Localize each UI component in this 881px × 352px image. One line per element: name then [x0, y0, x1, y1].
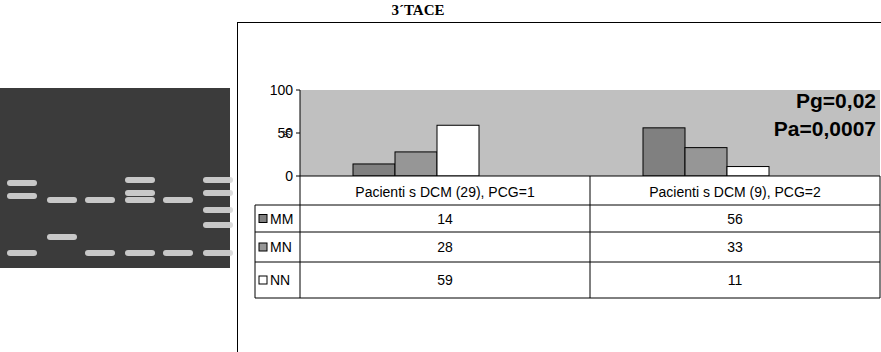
table-line	[255, 205, 256, 298]
y-tick	[296, 90, 300, 91]
gel-band	[203, 190, 233, 196]
gel-band	[125, 197, 155, 203]
category-label: Pacienti s DCM (29), PCG=1	[355, 184, 535, 200]
gel-band	[7, 193, 37, 199]
gel-band	[7, 180, 37, 186]
gel-band	[203, 177, 233, 183]
canvas: 3´TACE 0 50 100% Pg=0,02 Pa=0,0007 Pacienti s …	[0, 0, 881, 352]
y-tick	[296, 133, 300, 134]
legend-key	[259, 215, 267, 223]
legend-key	[259, 243, 267, 251]
gel-band	[203, 222, 233, 228]
bar	[395, 152, 437, 176]
gel-band	[125, 250, 155, 256]
table-line	[300, 176, 301, 298]
gel-band	[85, 250, 115, 256]
gel-band	[203, 207, 233, 213]
category-label: Pacienti s DCM (9), PCG=2	[649, 184, 821, 200]
plot-area	[300, 90, 880, 176]
table-line	[255, 262, 880, 263]
gel-band	[163, 250, 193, 256]
y-tick-label: 0	[285, 168, 293, 184]
y-tick	[296, 176, 300, 177]
data-table: Pacienti s DCM (29), PCG=1 Pacienti s DCM…	[255, 176, 880, 298]
gel-band	[125, 190, 155, 196]
annotation: Pa=0,0007	[774, 117, 876, 140]
legend-key	[259, 276, 267, 284]
table-value: 11	[728, 272, 743, 288]
legend-label: NN	[270, 272, 290, 288]
gel-band	[85, 197, 115, 203]
gel-image	[0, 88, 233, 268]
gel-background	[0, 88, 230, 268]
bars	[353, 125, 769, 176]
gel-band	[203, 250, 233, 256]
annotation: Pg=0,02	[796, 89, 876, 112]
title: 3´TACE	[391, 2, 444, 18]
table-line	[255, 205, 880, 206]
table-line	[590, 176, 591, 298]
bar	[727, 167, 769, 176]
legend-label: MN	[270, 239, 292, 255]
bar	[353, 164, 395, 176]
table-line	[255, 298, 880, 299]
gel-band	[47, 197, 77, 203]
chart-frame	[238, 23, 881, 352]
table-line	[880, 176, 881, 298]
table-value: 28	[437, 239, 453, 255]
table-value: 14	[437, 211, 453, 227]
y-axis-label: %	[282, 128, 293, 137]
table-value: 59	[437, 272, 453, 288]
gel-band	[7, 250, 37, 256]
gel-band	[163, 197, 193, 203]
bar	[685, 148, 727, 176]
bar	[643, 128, 685, 176]
y-tick-label: 100	[270, 82, 294, 98]
gel-band	[125, 177, 155, 183]
legend-label: MM	[270, 211, 293, 227]
y-tick-label: 50	[277, 125, 293, 141]
table-value: 33	[727, 239, 743, 255]
gel-band	[47, 234, 77, 240]
table-line	[255, 232, 880, 233]
table-value: 56	[727, 211, 743, 227]
bar	[437, 125, 479, 176]
